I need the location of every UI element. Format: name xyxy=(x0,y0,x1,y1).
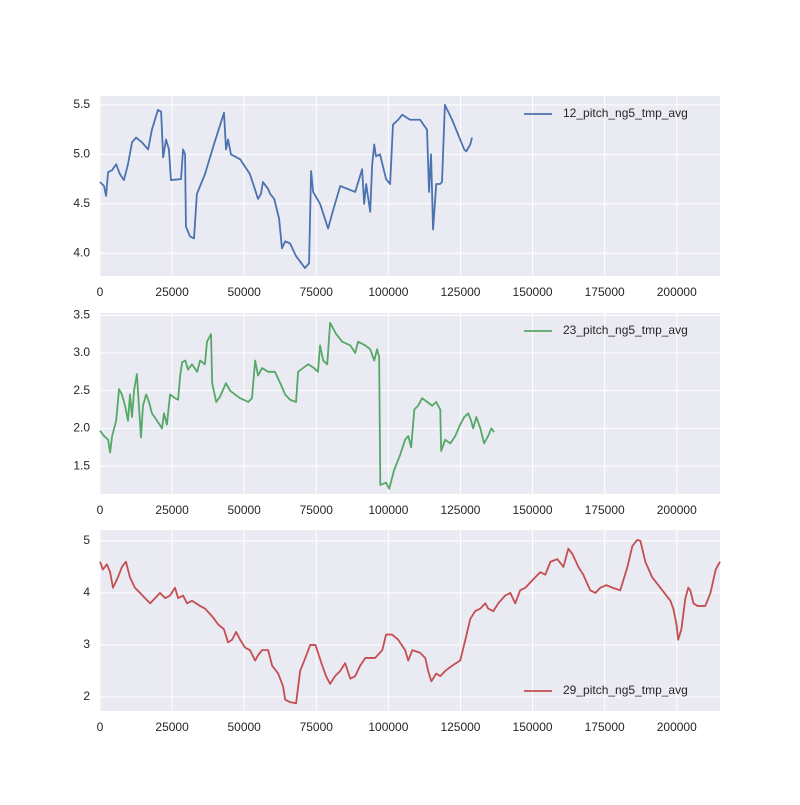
y-tick-label: 4.0 xyxy=(73,245,90,259)
x-tick-label: 75000 xyxy=(300,285,334,299)
y-tick-label: 3 xyxy=(83,637,90,651)
x-tick-label: 100000 xyxy=(368,285,408,299)
x-tick-label: 75000 xyxy=(300,720,334,734)
x-tick-label: 100000 xyxy=(368,503,408,517)
y-tick-label: 1.5 xyxy=(73,458,90,472)
plot-background xyxy=(100,530,720,711)
x-tick-label: 50000 xyxy=(227,503,261,517)
x-tick-label: 25000 xyxy=(155,285,189,299)
x-tick-label: 175000 xyxy=(585,503,625,517)
y-tick-label: 4.5 xyxy=(73,196,90,210)
x-tick-label: 200000 xyxy=(657,285,697,299)
x-tick-label: 0 xyxy=(97,285,104,299)
x-tick-label: 175000 xyxy=(585,720,625,734)
legend-label: 23_pitch_ng5_tmp_avg xyxy=(563,323,688,337)
x-tick-label: 200000 xyxy=(657,503,697,517)
x-tick-label: 50000 xyxy=(227,720,261,734)
x-tick-label: 125000 xyxy=(440,285,480,299)
line-series xyxy=(99,104,473,269)
line-series xyxy=(99,538,721,705)
x-tick-label: 150000 xyxy=(513,285,553,299)
y-tick-label: 5.5 xyxy=(73,97,90,111)
legend-label: 29_pitch_ng5_tmp_avg xyxy=(563,683,688,697)
x-tick-label: 50000 xyxy=(227,285,261,299)
x-tick-label: 100000 xyxy=(368,720,408,734)
x-tick-label: 0 xyxy=(97,503,104,517)
x-tick-label: 25000 xyxy=(155,503,189,517)
x-tick-label: 0 xyxy=(97,720,104,734)
y-tick-label: 2.5 xyxy=(73,383,90,397)
plot-background xyxy=(100,313,720,494)
y-tick-label: 2.0 xyxy=(73,421,90,435)
x-tick-label: 150000 xyxy=(513,503,553,517)
x-tick-label: 25000 xyxy=(155,720,189,734)
y-tick-label: 3.0 xyxy=(73,345,90,359)
y-tick-label: 3.5 xyxy=(73,307,90,321)
y-tick-label: 4 xyxy=(83,585,90,599)
x-tick-label: 125000 xyxy=(440,503,480,517)
x-tick-label: 75000 xyxy=(300,503,334,517)
x-tick-label: 125000 xyxy=(440,720,480,734)
legend-label: 12_pitch_ng5_tmp_avg xyxy=(563,106,688,120)
plot-background xyxy=(100,96,720,276)
y-tick-label: 2 xyxy=(83,689,90,703)
line-series xyxy=(99,321,495,490)
y-tick-label: 5 xyxy=(83,533,90,547)
x-tick-label: 200000 xyxy=(657,720,697,734)
x-tick-label: 150000 xyxy=(513,720,553,734)
y-tick-label: 5.0 xyxy=(73,147,90,161)
x-tick-label: 175000 xyxy=(585,285,625,299)
